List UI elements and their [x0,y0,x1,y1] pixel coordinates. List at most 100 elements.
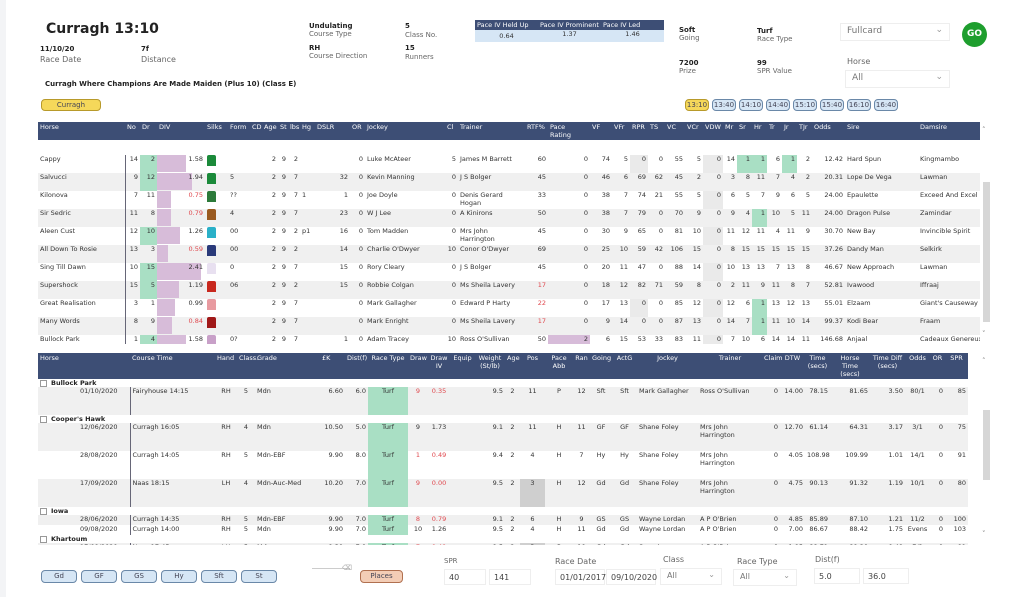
column-header-grade[interactable]: Grade [255,353,320,379]
column-header-or[interactable]: OR [930,353,945,379]
form-row[interactable]: 09/08/2020 Curragh 14:00 RH 5 Mdn 9.90 7.0 Turf… [38,525,968,535]
go-button[interactable]: GO [962,22,987,47]
column-header-actg[interactable]: ActG [612,353,637,379]
collapse-icon[interactable] [40,507,47,515]
collapse-icon[interactable] [40,415,47,423]
form-scrollbar[interactable] [983,410,990,480]
column-header-time-secs-[interactable]: Time (secs) [805,353,830,379]
column-header-st[interactable]: St [278,122,288,140]
date-to-input[interactable]: 09/10/2020 [606,569,657,585]
column-header-tr[interactable]: Tr [767,122,782,140]
scroll-up-icon[interactable]: ˄ [982,357,986,365]
form-row[interactable]: 12/06/2020 Curragh 16:05 RH 4 Mdn 10.50 5.0 Tur… [38,423,968,451]
table-row[interactable]: Sing Till Dawn 10 15 2.41 0 2 9 7 15 0 Rory Cleary… [38,263,980,281]
column-header-horse[interactable]: Horse [38,122,125,140]
going-filter-button[interactable]: Sft [201,570,237,583]
race-time-button[interactable]: 14:10 [739,99,763,111]
slider-track[interactable] [312,568,350,569]
race-type-select[interactable]: All ⌄ [733,569,797,586]
spr-max-input[interactable]: 141 [489,569,531,585]
group-header[interactable]: Cooper's Hawk [38,415,968,423]
collapse-icon[interactable] [40,535,47,543]
group-header[interactable]: Bullock Park [38,379,968,387]
dist-min-input[interactable]: 5.0 [814,568,860,584]
column-header-ts[interactable]: TS [648,122,665,140]
table-row[interactable]: Bullock Park 1 4 1.58 0? 2 9 7 1 0 Adam Tracey 10 Ro… [38,335,980,344]
column-header-jr[interactable]: Jr [782,122,797,140]
group-header[interactable]: Iowa [38,507,968,515]
race-time-button[interactable]: 16:40 [874,99,898,111]
column-header-rpr[interactable]: RPR [630,122,648,140]
places-button[interactable]: Places [360,570,403,583]
pace-header[interactable]: Pace IV Led [601,20,664,30]
runners-scrollbar[interactable] [983,182,990,322]
going-filter-button[interactable]: Gd [41,570,77,583]
group-row[interactable]: Cooper's Hawk [38,415,968,423]
column-header-or[interactable]: OR [350,122,365,140]
form-row[interactable]: 28/06/2020 Curragh 14:35 RH 5 Mdn-EBF 9.90 7.0… [38,515,968,525]
column-header-hg[interactable]: Hg [300,122,315,140]
column-header-mr[interactable]: Mr [723,122,737,140]
spr-min-input[interactable]: 40 [444,569,486,585]
column-header-draw[interactable]: Draw [408,353,428,379]
column-header-vfr[interactable]: VFr [612,122,630,140]
column-header-equip[interactable]: Equip [450,353,475,379]
column-header-trainer[interactable]: Trainer [458,122,525,140]
dist-max-input[interactable]: 36.0 [863,568,909,584]
group-header[interactable]: Khartoum [38,535,968,543]
table-row[interactable]: Aleen Cust 12 10 1.26 00 2 9 2 p1 16 0 Tom Madden 0 M… [38,227,980,245]
collapse-icon[interactable] [40,379,47,387]
column-header-horse[interactable]: Horse [38,353,130,379]
going-filter-button[interactable]: GS [121,570,157,583]
going-filter-button[interactable]: St [241,570,277,583]
race-time-button[interactable]: 13:10 [685,99,709,111]
scroll-up-icon[interactable]: ˄ [982,126,986,134]
column-header-going[interactable]: Going [590,353,612,379]
column-header-vc[interactable]: VC [665,122,685,140]
table-row[interactable]: Many Words 8 9 0.84 2 9 7 0 Mark Enright 0 Ms Shei… [38,317,980,335]
column-header-dr[interactable]: Dr [140,122,157,140]
column-header-draw-iv[interactable]: Draw IV [428,353,450,379]
column-header-dist-f-[interactable]: Dist(f) [345,353,368,379]
column-header-lbs[interactable]: lbs [288,122,300,140]
column-header-vcr[interactable]: VCr [685,122,703,140]
table-row[interactable]: Supershock 15 5 1.19 06 2 9 2 15 0 Robbie Colgan 0 M… [38,281,980,299]
column-header-cd[interactable]: CD [250,122,262,140]
going-filter-button[interactable]: Hy [161,570,197,583]
column-header-weight-st-lb-[interactable]: Weight (St/lb) [475,353,505,379]
race-time-button[interactable]: 13:40 [712,99,736,111]
table-row[interactable]: Kilonova 7 11 0.75?? 2 9 7 1 1 0 Joe Doyle 0 Denis G… [38,191,980,209]
race-time-button[interactable]: 16:10 [847,99,871,111]
table-row[interactable]: All Down To Rosie 13 3 0.59 00 2 9 2 14 0 Charlie … [38,245,980,263]
column-header-odds[interactable]: Odds [812,122,845,140]
scroll-down-icon[interactable]: ˅ [982,330,986,338]
column-header-jockey[interactable]: Jockey [637,353,698,379]
column-header-spr[interactable]: SPR [945,353,968,379]
column-header-horse-time-secs-[interactable]: Horse Time (secs) [830,353,870,379]
column-header-jockey[interactable]: Jockey [365,122,445,140]
column-header-div[interactable]: DIV [157,122,205,140]
column-header-trainer[interactable]: Trainer [698,353,762,379]
pace-header[interactable]: Pace IV Held Up [475,20,538,30]
column-header-claim[interactable]: Claim [762,353,782,379]
class-select[interactable]: All ⌄ [660,568,722,585]
column-header-vdw[interactable]: VDW [703,122,723,140]
column-header-sr[interactable]: Sr [737,122,752,140]
column-header-sire[interactable]: Sire [845,122,918,140]
column-header-silks[interactable]: Silks [205,122,228,140]
race-time-button[interactable]: 15:10 [793,99,817,111]
column-header-rtf-[interactable]: RTF% [525,122,548,140]
pace-header[interactable]: Pace IV Prominent [538,20,601,30]
column-header-age[interactable]: Age [262,122,278,140]
column-header-odds[interactable]: Odds [905,353,930,379]
column-header-pace-abb[interactable]: Pace Abb [545,353,573,379]
scroll-down-icon[interactable]: ˅ [982,530,986,538]
column-header-age[interactable]: Age [505,353,520,379]
column-header--k[interactable]: £K [320,353,345,379]
eraser-icon[interactable]: ⌫ [342,564,352,572]
table-row[interactable]: Cappy 14 2 1.58 2 9 2 0 Luke McAteer 5 James M Bar… [38,155,980,173]
column-header-dslr[interactable]: DSLR [315,122,350,140]
group-row[interactable]: Iowa [38,507,968,515]
column-header-hand[interactable]: Hand [215,353,237,379]
